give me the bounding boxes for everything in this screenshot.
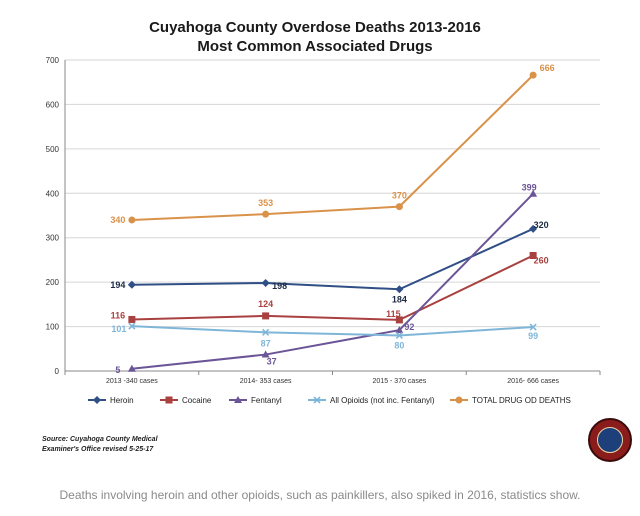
data-label: 37 [267,357,277,367]
data-point [529,71,537,79]
data-label: 399 [522,183,537,193]
y-tick-label: 100 [46,323,60,332]
data-point [128,216,136,224]
legend-marker [234,396,242,403]
data-label: 184 [392,294,407,304]
marker-stroke [262,328,270,336]
y-tick-label: 200 [46,278,60,287]
data-label: 124 [258,299,273,309]
y-tick-label: 500 [46,145,60,154]
source-line-2: Examiner's Office revised 5-25-17 [42,446,154,453]
series-line [131,325,534,337]
data-label: 99 [528,331,538,341]
data-point [127,364,136,372]
x-tick-label: 2014- 353 cases [240,378,292,385]
data-point [395,285,404,294]
x-tick-label: 2013 -340 cases [106,378,158,385]
data-point [128,315,136,323]
series-line [131,227,534,291]
data-label: 5 [115,365,120,375]
legend-label: TOTAL DRUG OD DEATHS [472,396,571,405]
legend-label: Cocaine [182,396,212,405]
data-point [395,203,403,211]
data-point [529,224,538,233]
data-point [529,323,537,331]
data-point [262,328,270,336]
data-label: 92 [404,322,414,332]
data-label: 370 [392,191,407,201]
data-point [395,326,404,334]
chart-panel: Cuyahoga County Overdose Deaths 2013-201… [20,8,632,480]
data-point [261,350,270,358]
legend-label: Heroin [110,396,134,405]
photo-caption: Deaths involving heroin and other opioid… [59,488,581,502]
marker-stroke [395,331,403,340]
data-point [529,251,537,259]
legend-marker [93,396,101,404]
data-point [127,280,136,289]
chart-title: Cuyahoga County Overdose Deaths 2013-201… [149,19,481,36]
data-label: 194 [110,280,125,290]
legend-marker [313,396,321,404]
y-tick-label: 700 [46,56,60,65]
data-point [128,322,136,330]
data-point [262,312,270,320]
marker-stroke [128,322,136,330]
y-tick-label: 600 [46,100,60,109]
marker-stroke [529,323,537,331]
data-label: 260 [534,255,549,265]
data-label: 340 [110,215,125,225]
data-label: 198 [272,281,287,291]
series-line [131,193,534,370]
marker-stroke [313,396,321,404]
data-label: 666 [540,63,555,73]
data-point [395,316,403,324]
data-label: 115 [386,309,401,319]
data-label: 80 [394,340,404,350]
legend-marker [165,396,173,404]
line-chart: Cuyahoga County Overdose Deaths 2013-201… [46,19,601,405]
data-point [529,189,538,197]
data-label: 87 [261,338,271,348]
series-line [131,74,534,221]
legend-label: Fentanyl [251,396,282,405]
data-label: 320 [534,220,549,230]
y-tick-label: 0 [55,367,60,376]
source-note: Source: Cuyahoga County Medical Examiner… [42,435,242,455]
legend-marker [455,396,463,404]
y-tick-label: 400 [46,189,60,198]
data-label: 116 [111,310,126,320]
x-tick-label: 2016- 666 cases [507,378,559,385]
legend-label: All Opioids (not inc. Fentanyl) [330,396,435,405]
data-point [395,331,403,340]
data-label: 353 [258,198,273,208]
x-tick-label: 2015 - 370 cases [373,378,427,385]
data-point [261,279,270,288]
data-point [262,210,270,218]
chart-subtitle: Most Common Associated Drugs [197,38,432,55]
county-seal-icon [588,418,632,462]
y-tick-label: 300 [46,234,60,243]
source-line-1: Source: Cuyahoga County Medical [42,436,158,443]
series-line [131,254,534,321]
data-label: 101 [111,324,126,334]
